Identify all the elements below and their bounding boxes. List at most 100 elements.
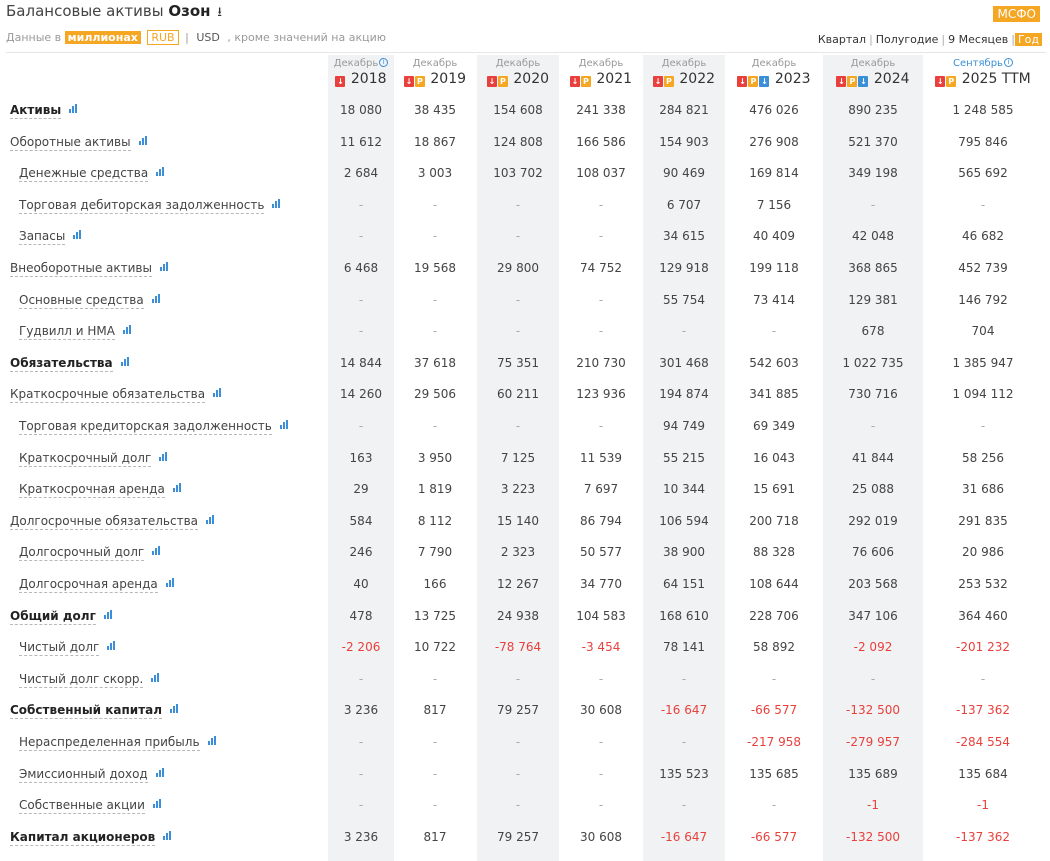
row-label[interactable]: Собственные акции xyxy=(19,798,145,815)
doc-report-icon[interactable]: ↓ xyxy=(759,76,770,87)
pdf-report-icon[interactable]: ↓ xyxy=(652,76,663,87)
row-label[interactable]: Общий долг xyxy=(10,608,96,625)
info-icon[interactable]: i xyxy=(379,58,389,67)
bar-chart-icon[interactable] xyxy=(122,325,133,335)
period-half-year[interactable]: Полугодие xyxy=(875,33,939,46)
bar-chart-icon[interactable] xyxy=(207,736,218,745)
row-label[interactable]: Денежные средства xyxy=(19,166,149,183)
column-month: Декабрь xyxy=(850,58,896,69)
unit-selector[interactable]: миллионах xyxy=(64,31,141,44)
bar-chart-icon[interactable] xyxy=(272,198,282,208)
table-cell: 50 577 xyxy=(580,545,622,560)
bar-chart-icon[interactable] xyxy=(213,388,223,398)
row-label[interactable]: Нераспределенная прибыль xyxy=(19,735,200,751)
column-year: 2020 xyxy=(508,71,550,87)
bar-chart-icon[interactable] xyxy=(170,704,180,714)
table-cell: - xyxy=(870,671,876,686)
bar-chart-icon[interactable] xyxy=(163,830,173,840)
company-name[interactable]: Озон xyxy=(168,2,211,20)
bar-chart-icon[interactable] xyxy=(138,135,149,145)
bar-chart-icon[interactable] xyxy=(159,262,170,271)
table-cell: 40 409 xyxy=(753,229,795,244)
ppt-report-icon[interactable]: P xyxy=(580,76,591,87)
table-cell: - xyxy=(432,671,438,686)
period-quarter[interactable]: Квартал xyxy=(817,33,867,46)
bar-chart-icon[interactable] xyxy=(159,451,169,461)
currency-rub-button[interactable]: RUB xyxy=(147,30,179,45)
download-icon[interactable]: ⭳ xyxy=(217,5,222,20)
table-cell: 46 682 xyxy=(962,229,1004,244)
bar-chart-icon[interactable] xyxy=(152,799,163,809)
bar-chart-icon[interactable] xyxy=(155,767,166,777)
table-cell: 74 752 xyxy=(580,261,622,275)
row-label[interactable]: Торговая дебиторская задолженность xyxy=(19,197,265,214)
pdf-report-icon[interactable]: ↓ xyxy=(935,76,946,87)
table-row: Общий долг 478 13 725 24 938 104 583 168 610 2… xyxy=(0,606,1050,637)
ppt-report-icon[interactable]: P xyxy=(847,76,858,87)
pdf-report-icon[interactable]: ↓ xyxy=(737,76,748,87)
column-year: 2021 xyxy=(591,71,633,87)
table-cell: 135 523 xyxy=(659,766,709,781)
table-cell: 194 874 xyxy=(659,387,709,402)
row-label[interactable]: Краткосрочный долг xyxy=(19,450,152,467)
table-cell: - xyxy=(515,229,521,244)
table-cell: 452 739 xyxy=(958,261,1008,275)
currency-usd-button[interactable]: USD xyxy=(196,31,220,44)
table-cell: -201 232 xyxy=(956,640,1010,655)
row-label[interactable]: Запасы xyxy=(19,229,66,246)
row-label[interactable]: Долгосрочный долг xyxy=(19,545,145,562)
pdf-report-icon[interactable]: ↓ xyxy=(569,76,580,87)
pdf-report-icon[interactable]: ↓ xyxy=(836,76,847,87)
bar-chart-icon[interactable] xyxy=(172,483,183,493)
row-label[interactable]: Чистый долг скорр. xyxy=(19,671,144,688)
pdf-report-icon[interactable]: ↓ xyxy=(403,76,414,87)
bar-chart-icon[interactable] xyxy=(107,641,117,651)
column-month: Декабрь xyxy=(661,58,707,69)
table-cell: - xyxy=(598,229,604,244)
bar-chart-icon[interactable] xyxy=(279,420,290,429)
table-cell: - xyxy=(515,735,521,749)
row-label[interactable]: Долгосрочные обязательства xyxy=(10,513,199,530)
doc-report-icon[interactable]: ↓ xyxy=(858,76,869,87)
row-label[interactable]: Чистый долг xyxy=(19,640,100,657)
column-year: 2024 xyxy=(869,71,910,87)
ppt-report-icon[interactable]: P xyxy=(497,76,508,87)
bar-chart-icon[interactable] xyxy=(151,293,162,303)
row-label[interactable]: Активы xyxy=(10,103,62,119)
bar-chart-icon[interactable] xyxy=(69,104,79,113)
table-cell: 11 612 xyxy=(340,134,382,149)
row-label[interactable]: Долгосрочная аренда xyxy=(19,577,158,593)
bar-chart-icon[interactable] xyxy=(103,609,114,619)
info-icon[interactable]: i xyxy=(1003,58,1013,67)
row-label[interactable]: Эмиссионный доход xyxy=(19,766,148,783)
row-label[interactable]: Краткосрочные обязательства xyxy=(10,387,206,404)
pdf-report-icon[interactable]: ↓ xyxy=(486,76,497,87)
bar-chart-icon[interactable] xyxy=(165,578,176,587)
column-header: Декабрь ↓ P 2019 xyxy=(385,58,485,88)
bar-chart-icon[interactable] xyxy=(152,546,162,556)
row-label[interactable]: Обязательства xyxy=(10,355,113,372)
row-label[interactable]: Гудвилл и НМА xyxy=(19,324,115,341)
bar-chart-icon[interactable] xyxy=(73,230,83,240)
ppt-report-icon[interactable]: P xyxy=(946,76,957,87)
pdf-report-icon[interactable]: ↓ xyxy=(335,76,346,87)
ppt-report-icon[interactable]: P xyxy=(414,76,425,87)
table-cell: 476 026 xyxy=(749,103,799,117)
bar-chart-icon[interactable] xyxy=(151,672,161,682)
period-9-months[interactable]: 9 Месяцев xyxy=(948,33,1009,46)
row-label[interactable]: Оборотные активы xyxy=(10,134,131,151)
row-label[interactable]: Краткосрочная аренда xyxy=(19,482,165,499)
row-label[interactable]: Внеоборотные активы xyxy=(10,261,152,277)
standard-badge[interactable]: МСФО xyxy=(993,6,1040,22)
table-cell: - xyxy=(681,798,687,813)
ppt-report-icon[interactable]: P xyxy=(748,76,759,87)
row-label[interactable]: Капитал акционеров xyxy=(10,829,156,846)
period-year[interactable]: Год xyxy=(1014,33,1042,46)
bar-chart-icon[interactable] xyxy=(120,356,131,366)
bar-chart-icon[interactable] xyxy=(206,514,216,524)
ppt-report-icon[interactable]: P xyxy=(663,76,674,87)
row-label[interactable]: Основные средства xyxy=(19,292,144,309)
bar-chart-icon[interactable] xyxy=(156,167,166,177)
row-label[interactable]: Собственный капитал xyxy=(10,703,163,720)
row-label[interactable]: Торговая кредиторская задолженность xyxy=(19,419,272,435)
